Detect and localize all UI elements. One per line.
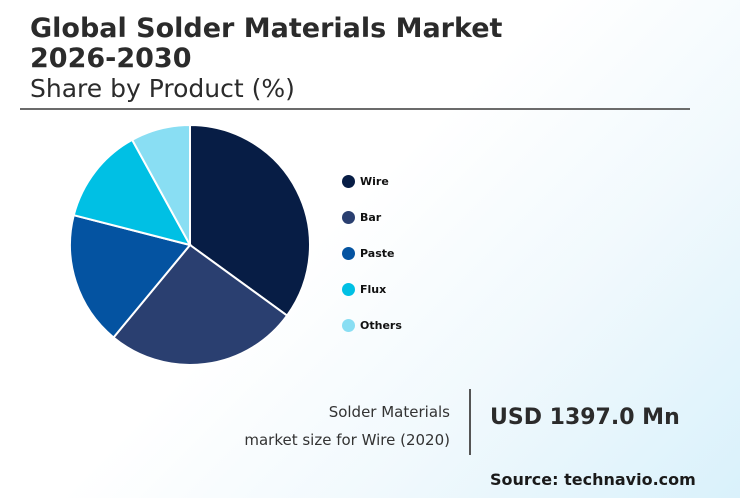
pie-slice-flux — [72, 138, 192, 247]
chart-subtitle: Share by Product (%) — [30, 74, 295, 103]
market-size-caption-line2: market size for Wire (2020) — [244, 431, 450, 449]
legend-label-bar: Bar — [360, 211, 382, 224]
pie-slice-paste — [69, 213, 192, 339]
legend-label-paste: Paste — [360, 247, 395, 260]
pie-slice-wire — [189, 123, 311, 317]
legend-swatch-others — [342, 319, 355, 332]
source-credit: Source: technavio.com — [490, 470, 696, 489]
info-divider — [469, 389, 471, 455]
pie-chart — [69, 123, 311, 366]
market-size-caption: Solder Materials market size for Wire (2… — [244, 398, 450, 454]
market-size-caption-line1: Solder Materials — [328, 403, 450, 421]
market-size-value: USD 1397.0 Mn — [490, 405, 680, 430]
pie-slice-others — [130, 123, 191, 246]
legend-label-others: Others — [360, 319, 402, 332]
legend-swatch-paste — [342, 247, 355, 260]
legend-label-wire: Wire — [360, 175, 389, 188]
chart-title: Global Solder Materials Market 2026-2030 — [30, 13, 503, 74]
legend-swatch-flux — [342, 283, 355, 296]
header-divider — [20, 108, 690, 110]
legend-swatch-bar — [342, 211, 355, 224]
legend-swatch-wire — [342, 175, 355, 188]
legend-label-flux: Flux — [360, 283, 387, 296]
pie-slice-bar — [112, 243, 289, 366]
